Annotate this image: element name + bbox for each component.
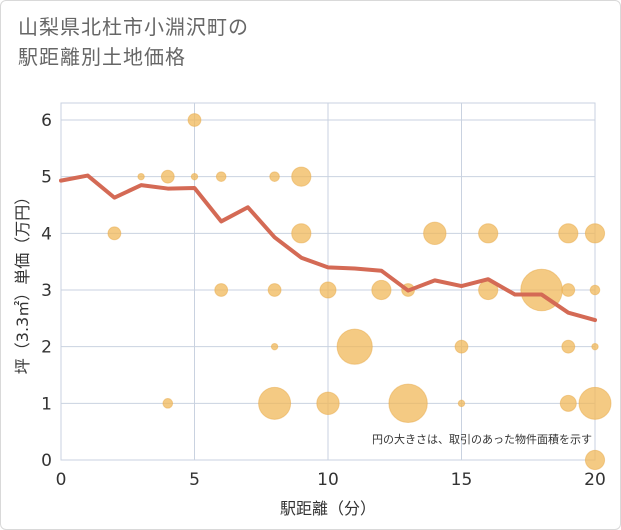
chart-title: 山梨県北杜市小淵沢町の 駅距離別土地価格 <box>18 12 578 72</box>
scatter-bubble <box>291 223 312 244</box>
scatter-bubble <box>162 398 174 409</box>
scatter-bubble <box>291 166 312 187</box>
x-tick-label: 5 <box>189 470 200 490</box>
scatter-bubble <box>267 283 282 297</box>
scatter-bubble <box>589 284 601 296</box>
x-tick-label: 10 <box>317 470 339 490</box>
y-axis-title: 坪（3.3㎡）単価（万円） <box>13 189 32 374</box>
x-tick-label: 20 <box>584 470 606 490</box>
scatter-bubble <box>584 449 606 471</box>
scatter-bubbles <box>107 113 612 471</box>
scatter-bubble <box>215 171 227 182</box>
x-tick-labels: 0 5 10 15 20 <box>56 470 606 490</box>
y-tick-label: 1 <box>41 394 52 414</box>
y-tick-label: 0 <box>41 451 52 471</box>
scatter-bubble <box>319 281 337 299</box>
trend-line <box>59 173 597 323</box>
scatter-bubble <box>190 172 199 181</box>
y-tick-label: 2 <box>41 338 52 358</box>
scatter-bubble <box>107 226 122 241</box>
scatter-bubble <box>270 342 279 351</box>
y-tick-label: 6 <box>41 111 52 131</box>
x-tick-label: 15 <box>451 470 473 490</box>
scatter-bubble <box>423 221 447 246</box>
scatter-bubble <box>561 339 576 354</box>
average-price-line <box>59 173 597 323</box>
scatter-bubble <box>457 399 466 408</box>
y-tick-label: 4 <box>41 224 52 244</box>
scatter-bubble <box>336 328 373 365</box>
scatter-bubble <box>371 279 392 301</box>
scatter-bubble <box>584 223 606 244</box>
scatter-bubble <box>214 283 229 297</box>
chart-title-line-2: 駅距離別土地価格 <box>18 45 186 69</box>
y-tick-label: 3 <box>41 281 52 301</box>
size-note: 円の大きさは、取引のあった物件面積を示す <box>372 432 592 446</box>
scatter-bubble <box>160 169 175 184</box>
scatter-bubble <box>388 383 428 424</box>
scatter-bubble <box>316 391 340 416</box>
chart-title-line-1: 山梨県北杜市小淵沢町の <box>18 15 249 39</box>
scatter-bubble <box>269 171 280 182</box>
x-axis-title: 駅距離（分） <box>280 499 376 518</box>
x-tick-label: 0 <box>56 470 67 490</box>
scatter-bubble <box>187 113 202 127</box>
scatter-bubble <box>558 223 579 244</box>
scatter-bubble <box>137 172 145 181</box>
y-tick-label: 5 <box>41 168 52 188</box>
scatter-bubble <box>559 394 577 412</box>
y-tick-labels: 0 1 2 3 4 5 6 <box>41 111 52 471</box>
scatter-bubble <box>561 283 576 297</box>
scatter-bubble <box>454 339 469 354</box>
scatter-bubble <box>258 386 292 420</box>
scatter-bubble <box>591 342 599 351</box>
scatter-bubble <box>478 223 499 244</box>
scatter-bubble <box>578 386 612 420</box>
